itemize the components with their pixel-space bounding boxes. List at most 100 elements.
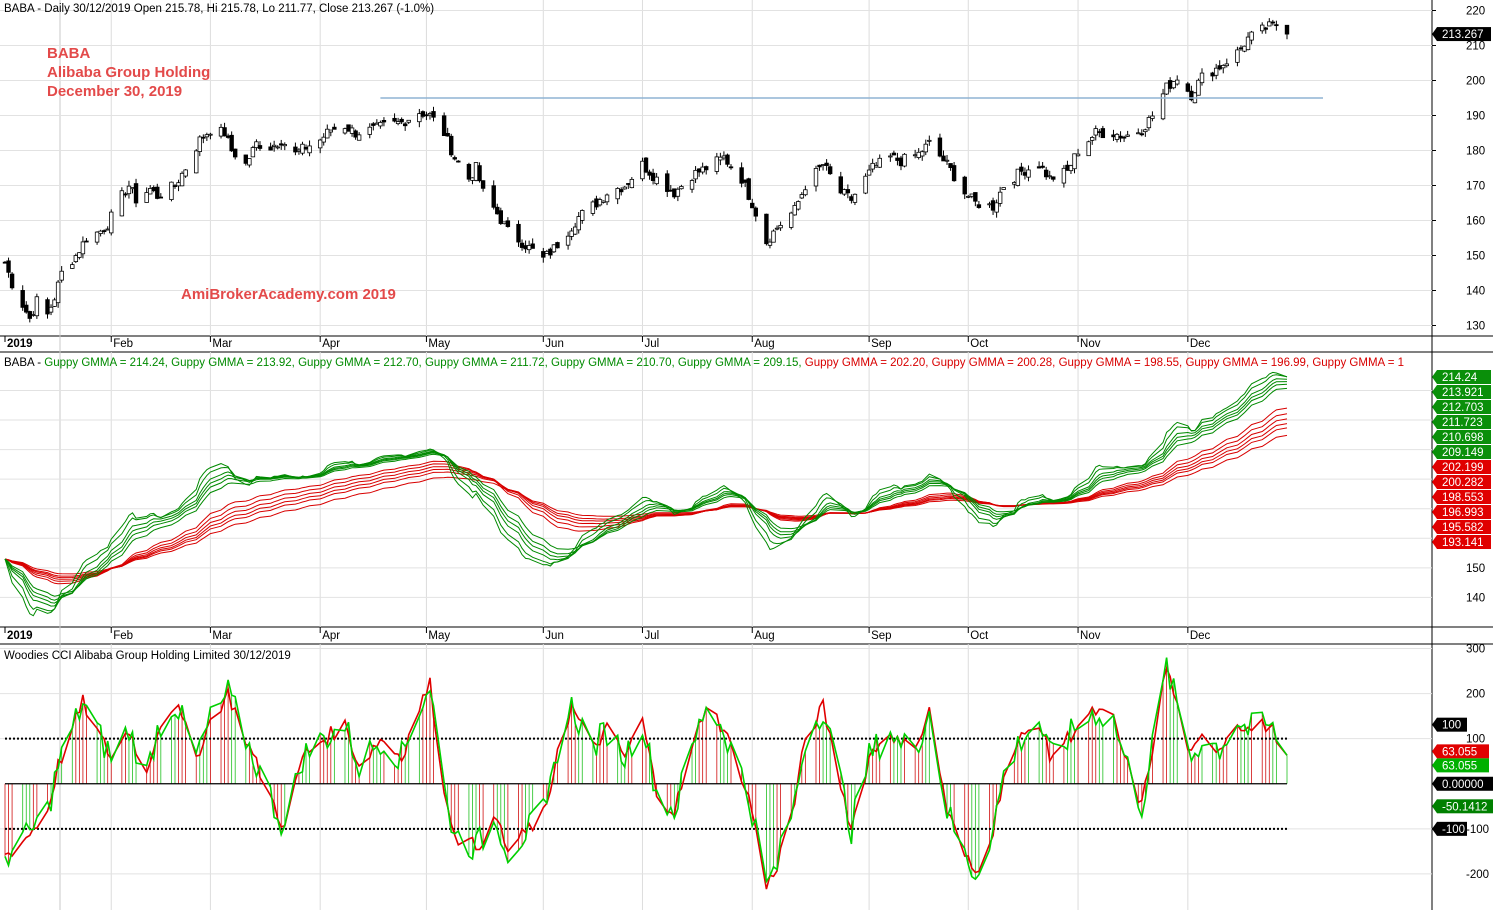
gmma-header-item: Guppy GMMA = 209.15,	[678, 357, 805, 369]
candle	[551, 244, 557, 253]
gmma-long-tag-1-box	[1437, 460, 1491, 474]
gmma-short-line-6	[4, 387, 1288, 597]
candle-body	[172, 185, 178, 187]
candle-body	[254, 141, 259, 149]
candle-body	[1238, 47, 1244, 50]
cci-low-tag-box	[1437, 799, 1493, 814]
month-label-apr: Apr	[322, 630, 340, 642]
candle	[767, 238, 773, 249]
candle-body	[406, 119, 411, 123]
candle	[877, 154, 882, 168]
gmma-header-item: Guppy GMMA = 198.55,	[1059, 357, 1186, 369]
price-axis-label: 170	[1466, 181, 1485, 193]
candle-body	[466, 163, 472, 180]
candle	[842, 188, 847, 196]
candle-body	[1040, 165, 1045, 168]
candle	[799, 192, 805, 199]
annotation-symbol: BABA	[47, 45, 90, 62]
candle	[1022, 167, 1028, 180]
candle	[123, 192, 128, 198]
candle	[750, 198, 755, 209]
cci-low-tag: -50.1412	[1432, 799, 1493, 814]
candle-body	[668, 189, 673, 192]
candle-body	[417, 113, 422, 123]
candle-body	[441, 115, 447, 137]
candle-body	[147, 188, 153, 195]
candle-body	[771, 230, 776, 243]
candle-body	[813, 168, 819, 187]
gmma-short-tag-3-text: 212.703	[1442, 402, 1484, 414]
cci-low-tag-text: -50.1412	[1442, 801, 1487, 813]
cci-100-tag-text: 100	[1442, 720, 1461, 732]
candle	[675, 187, 681, 202]
price-axis-label: 130	[1466, 321, 1485, 333]
candle	[672, 188, 677, 199]
candle-body	[151, 187, 156, 191]
candle	[1164, 82, 1169, 95]
candle-body	[126, 185, 132, 195]
candle	[441, 112, 447, 137]
gmma-header-item: Guppy GMMA = 214.24,	[44, 357, 171, 369]
candle	[48, 304, 54, 316]
candle	[1249, 30, 1254, 45]
gmma-short-line-4	[4, 381, 1288, 604]
candle-body	[374, 122, 380, 125]
candle-body	[640, 160, 645, 180]
candle	[689, 178, 695, 193]
candle	[2, 261, 8, 264]
candle	[976, 200, 982, 209]
candle	[59, 266, 64, 283]
candle-body	[803, 189, 808, 196]
candle	[774, 225, 780, 231]
candle-body	[714, 156, 720, 172]
candle	[1175, 75, 1180, 86]
gmma-long-tag-6-pointer	[1432, 535, 1437, 549]
candle	[1051, 176, 1056, 182]
candle-body	[293, 146, 298, 153]
candle	[725, 153, 730, 167]
candle-body	[1284, 24, 1290, 35]
candle	[268, 142, 273, 151]
candle	[870, 158, 875, 173]
gmma-short-tag-4-pointer	[1432, 415, 1437, 429]
gmma-short-tag-6-pointer	[1432, 445, 1437, 459]
candle-body	[693, 169, 698, 180]
candle-body	[6, 260, 11, 273]
candle-body	[502, 221, 507, 225]
value-tags: 213.267 214.24 213.921 212.703 211.723 210.69…	[1432, 27, 1493, 836]
candle	[1043, 166, 1049, 180]
candle-body	[824, 162, 829, 166]
candle-body	[371, 123, 376, 126]
candle-body	[208, 133, 213, 136]
price-axis-label: 160	[1466, 216, 1485, 228]
candle	[1097, 128, 1102, 138]
candle-body	[31, 314, 36, 316]
cci-turbo-tag-box	[1437, 744, 1489, 759]
candle-body	[243, 154, 249, 164]
candle-body	[378, 121, 383, 127]
candle	[590, 200, 596, 216]
cci-header: Woodies CCI Alibaba Group Holding Limite…	[4, 650, 291, 662]
candle	[27, 310, 32, 323]
candle	[307, 140, 312, 157]
candle	[1221, 64, 1226, 74]
candle	[863, 173, 868, 195]
gmma-short-tag-3-box	[1437, 400, 1491, 414]
cci-100-tag-box	[1437, 717, 1467, 732]
gmma-header-item: Guppy GMMA = 212.70,	[298, 357, 425, 369]
candle-body	[119, 190, 125, 217]
candle-body	[873, 164, 879, 168]
candle	[254, 139, 259, 151]
candle	[704, 165, 709, 175]
candle	[973, 192, 978, 207]
candle-body	[1015, 168, 1021, 186]
candle-body	[870, 162, 875, 170]
candle	[1150, 111, 1155, 122]
candle	[381, 117, 387, 127]
candle-body	[799, 194, 805, 199]
candle	[902, 153, 907, 168]
gmma-short-tag-2-box	[1437, 385, 1491, 399]
candle	[1270, 19, 1276, 26]
month-label-dec: Dec	[1190, 630, 1211, 642]
candle-body	[548, 248, 553, 256]
